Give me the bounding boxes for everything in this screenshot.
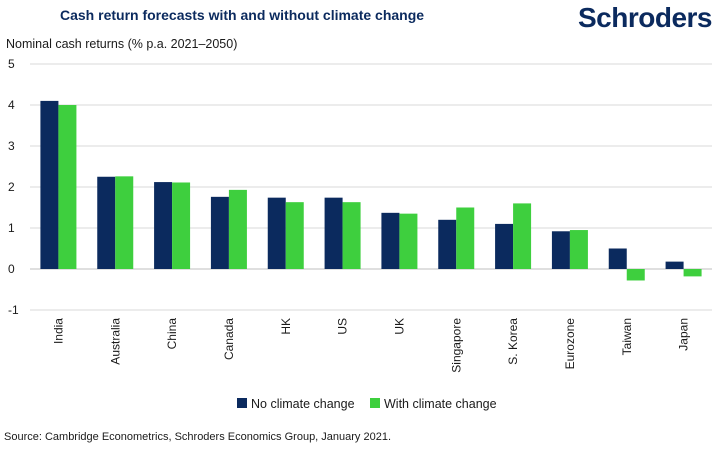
bar-no-climate-change (97, 176, 116, 269)
y-tick-label: 2 (8, 180, 15, 194)
bar-no-climate-change (608, 248, 627, 269)
legend: No climate change With climate change (237, 397, 497, 411)
x-tick-label: China (165, 318, 179, 350)
bar-with-climate-change (513, 203, 532, 269)
legend-label: No climate change (251, 397, 355, 411)
legend-swatch-no-climate-change (237, 398, 247, 408)
bar-with-climate-change (342, 202, 361, 269)
y-axis-label: Nominal cash returns (% p.a. 2021–2050) (6, 37, 238, 51)
x-tick-label: Eurozone (563, 318, 577, 370)
x-tick-label: Canada (222, 318, 236, 360)
bar-with-climate-change (626, 269, 645, 281)
bar-with-climate-change (58, 105, 77, 269)
bar-no-climate-change (267, 197, 286, 269)
bar-with-climate-change (683, 269, 702, 277)
y-tick-label: 1 (8, 221, 15, 235)
chart-title: Cash return forecasts with and without c… (60, 7, 425, 23)
legend-label: With climate change (384, 397, 497, 411)
bars (40, 100, 702, 281)
x-tick-label: Singapore (449, 318, 463, 373)
x-axis-ticks: India Australia China Canada HK US UK Singapore… (51, 318, 690, 373)
x-tick-label: Taiwan (620, 318, 634, 355)
bar-with-climate-change (285, 202, 304, 269)
x-tick-label: UK (392, 318, 406, 335)
y-tick-label: -1 (8, 303, 19, 317)
x-tick-label: Australia (108, 318, 122, 365)
bar-no-climate-change (381, 212, 400, 269)
gridlines (30, 63, 712, 311)
bar-no-climate-change (438, 219, 457, 269)
bar-no-climate-change (551, 231, 570, 269)
y-tick-label: 3 (8, 139, 15, 153)
x-tick-label: S. Korea (506, 318, 520, 365)
bar-with-climate-change (228, 189, 247, 269)
y-axis-ticks: 5 4 3 2 1 0 -1 (8, 57, 19, 317)
bar-with-climate-change (172, 182, 191, 269)
bar-with-climate-change (115, 176, 134, 269)
bar-with-climate-change (456, 207, 475, 269)
bar-no-climate-change (154, 182, 173, 269)
legend-swatch-with-climate-change (370, 398, 380, 408)
y-tick-label: 5 (8, 57, 15, 71)
bar-with-climate-change (399, 213, 418, 269)
source-note: Source: Cambridge Econometrics, Schroder… (4, 431, 392, 443)
x-tick-label: HK (279, 318, 293, 335)
bar-with-climate-change (569, 230, 588, 269)
bar-no-climate-change (40, 100, 59, 270)
y-tick-label: 0 (8, 262, 15, 276)
bar-no-climate-change (495, 223, 514, 269)
x-tick-label: India (51, 318, 65, 344)
bar-no-climate-change (210, 196, 229, 269)
bar-no-climate-change (324, 197, 343, 269)
schroders-logo: Schroders (578, 2, 713, 33)
x-tick-label: US (336, 318, 350, 335)
bar-no-climate-change (665, 261, 684, 269)
x-tick-label: Japan (677, 318, 691, 351)
y-tick-label: 4 (8, 98, 15, 112)
